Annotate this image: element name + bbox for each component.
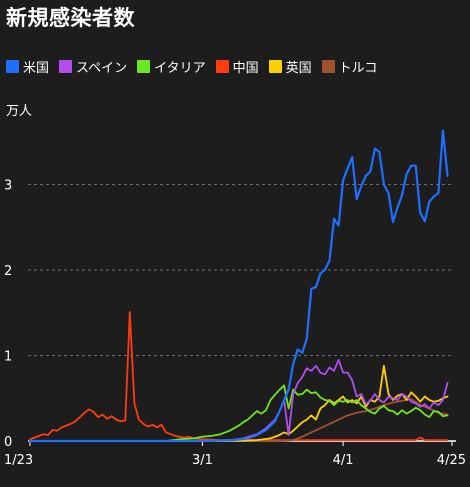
series-line-2 bbox=[29, 384, 449, 442]
legend-swatch bbox=[321, 60, 335, 73]
series-line-4 bbox=[29, 364, 449, 442]
legend-item-4[interactable]: 英国 bbox=[268, 57, 312, 76]
series-line-3 bbox=[29, 310, 449, 442]
legend-swatch bbox=[59, 60, 73, 73]
chart-legend: 米国 スペイン イタリア 中国 英国 トルコ bbox=[6, 57, 387, 76]
legend-label: トルコ bbox=[338, 61, 378, 76]
legend-swatch bbox=[215, 60, 229, 73]
legend-swatch bbox=[6, 60, 19, 73]
series-line-5 bbox=[29, 398, 449, 442]
y-tick-label: 0 bbox=[4, 435, 12, 450]
x-tick-label: 3/1 bbox=[192, 453, 213, 468]
x-tick-label: 1/23 bbox=[4, 453, 33, 468]
series-line-0 bbox=[28, 129, 449, 443]
y-tick-label: 2 bbox=[4, 264, 12, 279]
y-tick-label: 3 bbox=[4, 179, 12, 194]
legend-item-2[interactable]: イタリア bbox=[137, 57, 206, 76]
legend-label: スペイン bbox=[76, 61, 128, 76]
legend-item-5[interactable]: トルコ bbox=[321, 57, 378, 76]
legend-item-1[interactable]: スペイン bbox=[59, 57, 127, 76]
legend-label: 米国 bbox=[23, 61, 50, 76]
legend-label: イタリア bbox=[154, 61, 206, 76]
x-tick-label: 4/25 bbox=[437, 453, 466, 468]
y-tick-label: 1 bbox=[4, 350, 12, 365]
legend-label: 中国 bbox=[232, 61, 259, 76]
legend-swatch bbox=[268, 60, 282, 73]
x-tick-label: 4/1 bbox=[333, 453, 354, 468]
legend-item-0[interactable]: 米国 bbox=[6, 57, 49, 76]
legend-item-3[interactable]: 中国 bbox=[215, 57, 259, 76]
y-axis-unit-label: 万人 bbox=[6, 104, 33, 119]
chart-title: 新規感染者数 bbox=[6, 6, 135, 30]
legend-label: 英国 bbox=[285, 61, 312, 76]
legend-swatch bbox=[137, 60, 151, 73]
